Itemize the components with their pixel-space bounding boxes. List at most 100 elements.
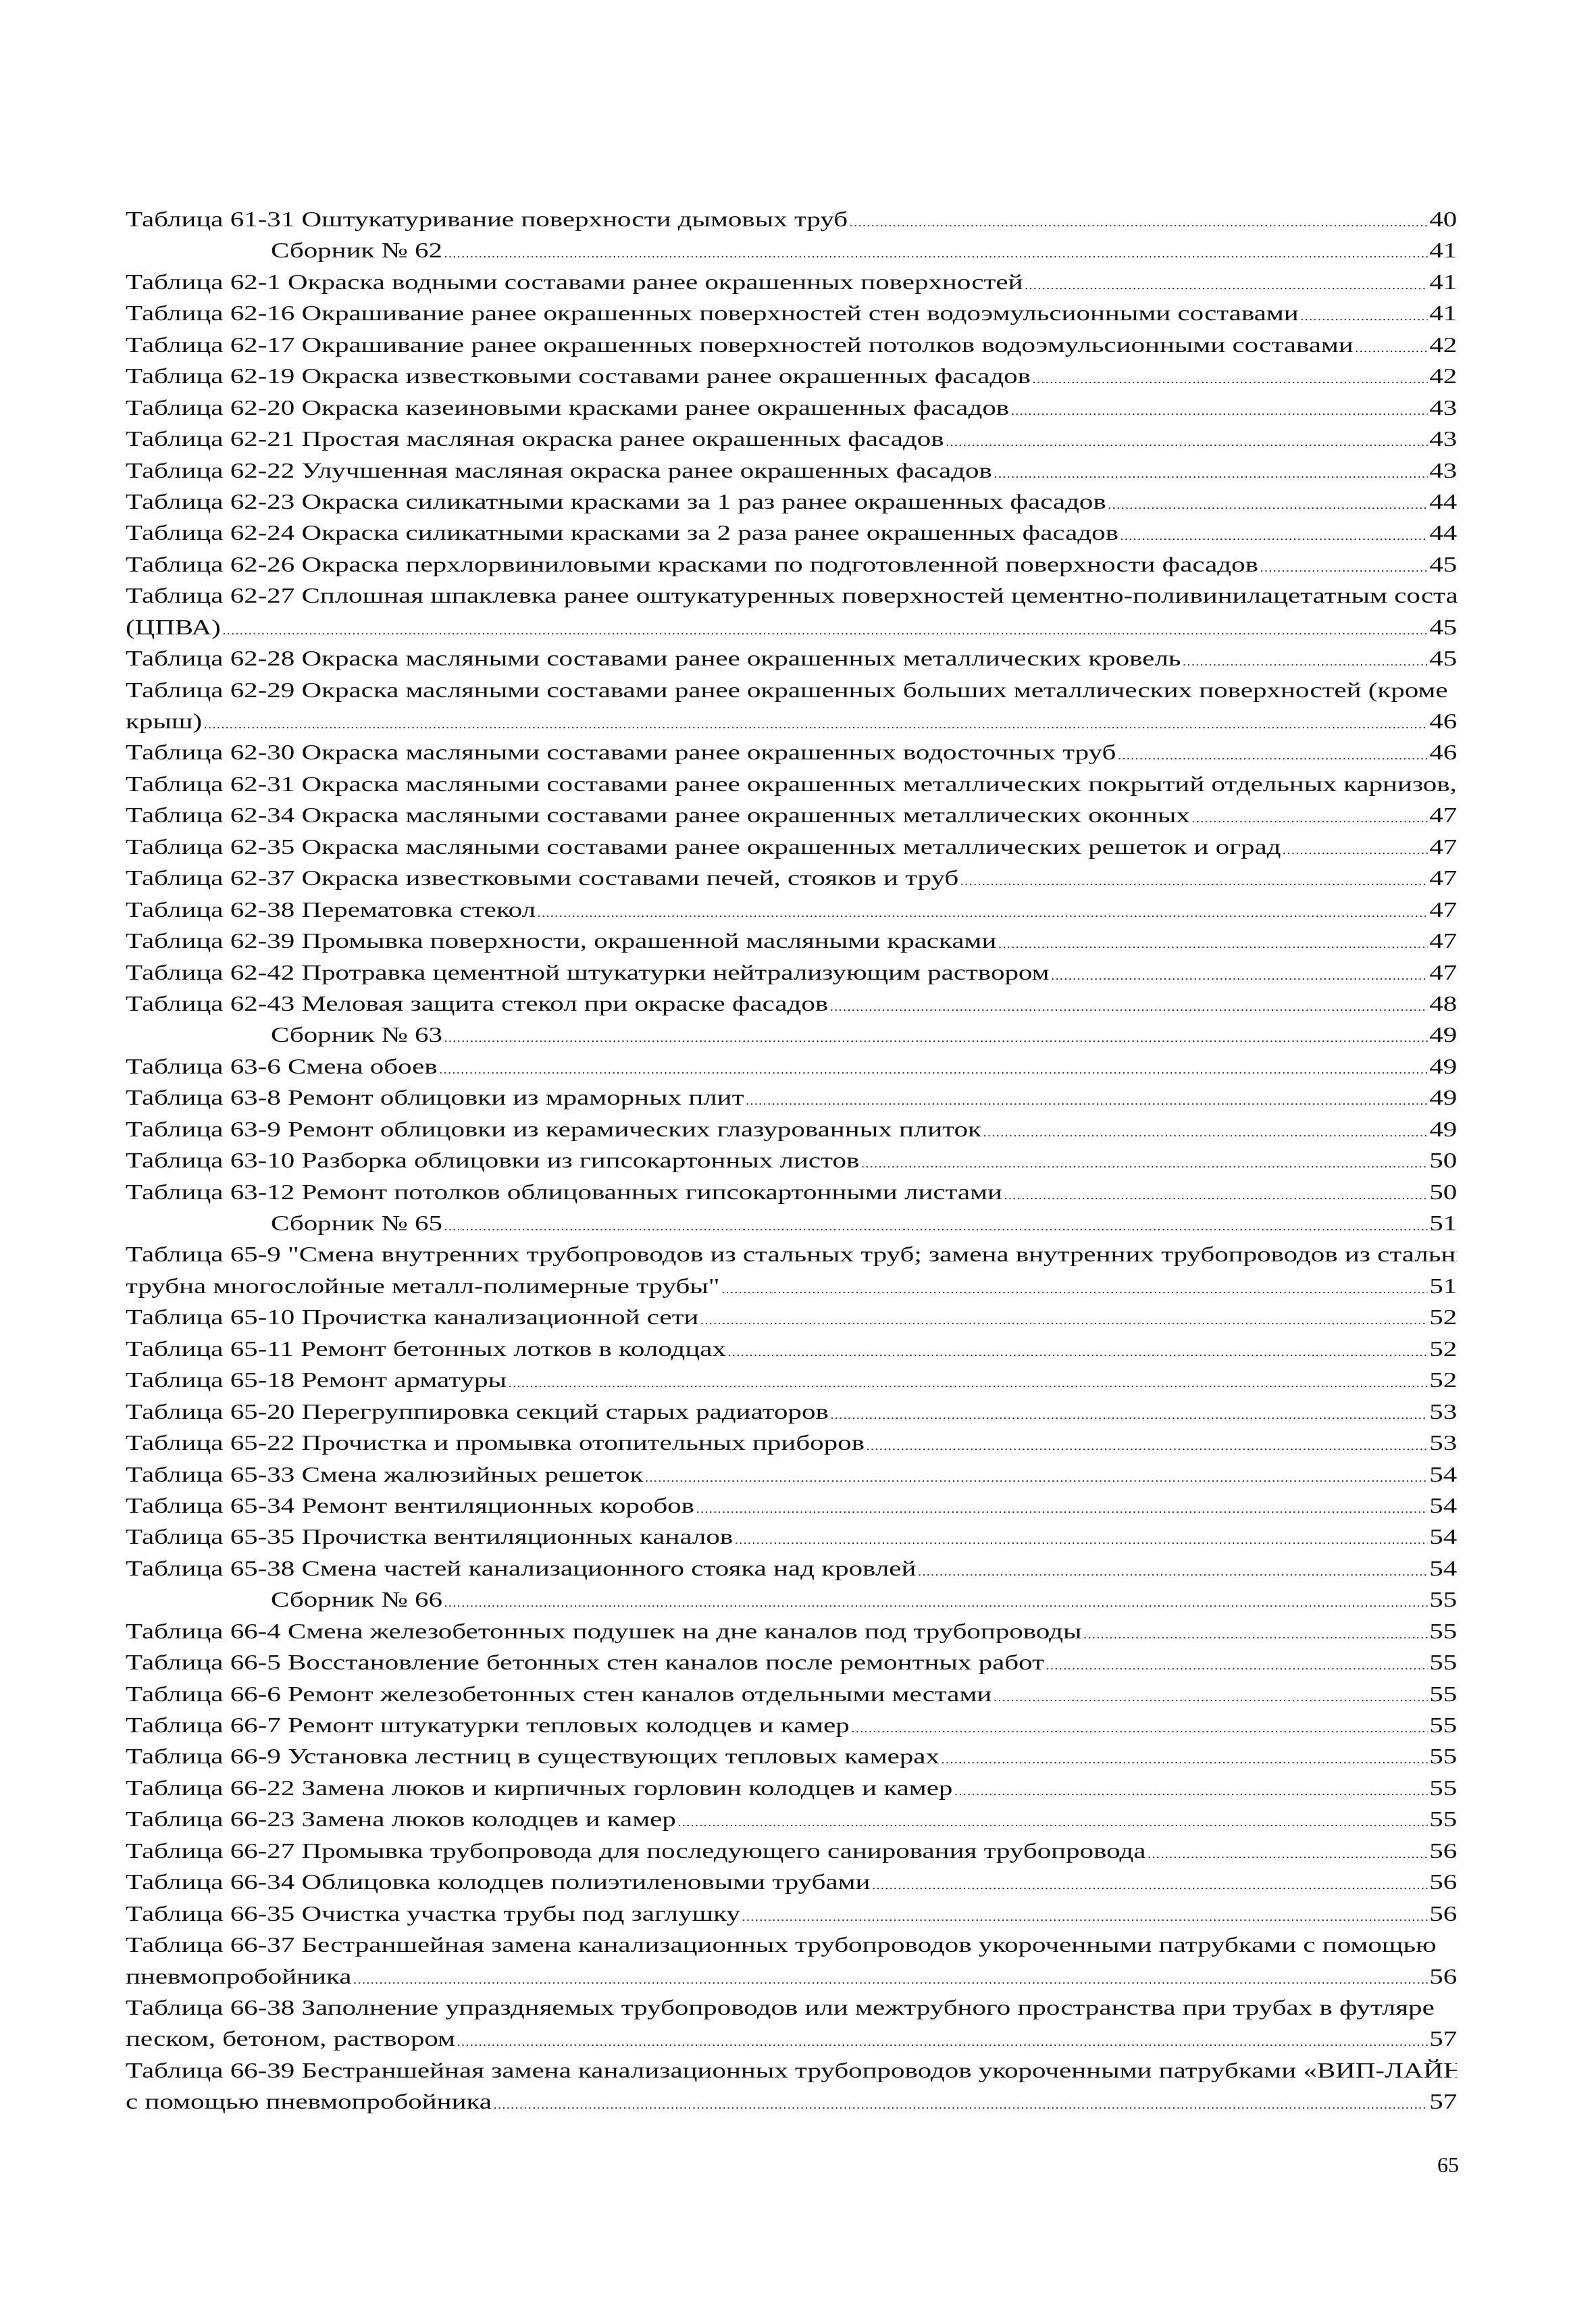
toc-entry-line: Таблица 63-9 Ремонт облицовки из керамич… xyxy=(126,1113,1457,1145)
toc-entry[interactable]: Таблица 62-19 Окраска известковыми соста… xyxy=(126,360,1457,391)
toc-entry-page: 48 xyxy=(1429,990,1458,1015)
toc-entry[interactable]: Таблица 62-22 Улучшенная масляная окраск… xyxy=(126,455,1457,486)
toc-entry[interactable]: Таблица 62-31 Окраска масляными составам… xyxy=(126,768,1457,799)
toc-entry-title: Таблица 62-43 Меловая защита стекол при … xyxy=(126,990,829,1015)
toc-entry[interactable]: Таблица 62-38 Перематовка стекол........… xyxy=(126,894,1457,925)
toc-entry[interactable]: Таблица 65-18 Ремонт арматуры...........… xyxy=(126,1364,1457,1395)
dot-leader: ........................................… xyxy=(998,939,1428,951)
toc-section-heading[interactable]: Сборник № 66............................… xyxy=(126,1584,1457,1615)
toc-entry-line: Таблица 66-39 Бестраншейная замена канал… xyxy=(126,2055,1457,2086)
toc-section-heading[interactable]: Сборник № 62............................… xyxy=(126,234,1457,266)
dot-leader: ........................................… xyxy=(1083,1629,1428,1641)
dot-leader: ........................................… xyxy=(1191,813,1428,826)
toc-entry[interactable]: Таблица 65-11 Ремонт бетонных лотков в к… xyxy=(126,1333,1457,1364)
toc-entry-page: 43 xyxy=(1429,395,1458,420)
toc-entry-page: 41 xyxy=(1429,301,1458,326)
toc-entry[interactable]: Таблица 62-28 Окраска масляными составам… xyxy=(126,643,1457,674)
toc-entry[interactable]: Таблица 62-21 Простая масляная окраска р… xyxy=(126,423,1457,454)
toc-entry[interactable]: Таблица 62-1 Окраска водными составами р… xyxy=(126,266,1457,297)
toc-entry[interactable]: Таблица 66-9 Установка лестниц в существ… xyxy=(126,1740,1457,1771)
toc-entry[interactable]: Таблица 62-42 Протравка цементной штукат… xyxy=(126,957,1457,988)
toc-entry[interactable]: Таблица 62-23 Окраска силикатными краска… xyxy=(126,486,1457,517)
toc-entry-line: Таблица 62-37 Окраска известковыми соста… xyxy=(126,862,1457,893)
toc-entry[interactable]: Таблица 62-35 Окраска масляными составам… xyxy=(126,831,1457,862)
toc-entry[interactable]: Таблица 62-30 Окраска масляными составам… xyxy=(126,736,1457,768)
toc-entry[interactable]: Таблица 66-5 Восстановление бетонных сте… xyxy=(126,1646,1457,1678)
toc-entry[interactable]: Таблица 62-17 Окрашивание ранее окрашенн… xyxy=(126,329,1457,360)
toc-entry[interactable]: Таблица 66-34 Облицовка колодцев полиэти… xyxy=(126,1866,1457,1897)
toc-entry-page: 55 xyxy=(1429,1618,1458,1643)
toc-entry-title: Таблица 62-17 Окрашивание ранее окрашенн… xyxy=(126,332,1354,357)
toc-entry[interactable]: Таблица 65-35 Прочистка вентиляционных к… xyxy=(126,1521,1457,1552)
toc-entry[interactable]: Таблица 63-10 Разборка облицовки из гипс… xyxy=(126,1145,1457,1176)
toc-entry[interactable]: Таблица 61-31 Оштукатуривание поверхност… xyxy=(126,203,1457,234)
toc-entry-line: Таблица 66-6 Ремонт железобетонных стен … xyxy=(126,1678,1457,1709)
toc-entry[interactable]: Таблица 66-7 Ремонт штукатурки тепловых … xyxy=(126,1709,1457,1740)
toc-entry-page: 43 xyxy=(1429,426,1458,451)
toc-entry[interactable]: Таблица 66-22 Замена люков и кирпичных г… xyxy=(126,1772,1457,1803)
toc-entry-page: 52 xyxy=(1429,1336,1458,1361)
toc-entry[interactable]: Таблица 62-20 Окраска казеиновыми краска… xyxy=(126,392,1457,423)
toc-entry[interactable]: Таблица 62-29 Окраска масляными составам… xyxy=(126,674,1457,737)
toc-entry[interactable]: Таблица 62-24 Окраска силикатными краска… xyxy=(126,517,1457,548)
toc-entry-line: крыш)...................................… xyxy=(126,705,1457,736)
toc-entry[interactable]: Таблица 65-22 Прочистка и промывка отопи… xyxy=(126,1427,1457,1458)
toc-entry[interactable]: Таблица 66-38 Заполнение упраздняемых тр… xyxy=(126,1992,1457,2055)
toc-entry-title: с помощью пневмопробойника xyxy=(126,2089,492,2114)
toc-entry[interactable]: Таблица 65-33 Смена жалюзийных решеток..… xyxy=(126,1459,1457,1490)
toc-entry[interactable]: Таблица 63-9 Ремонт облицовки из керамич… xyxy=(126,1113,1457,1145)
toc-entry-page: 54 xyxy=(1429,1524,1458,1549)
dot-leader: ........................................… xyxy=(1183,657,1428,669)
toc-entry-page: 55 xyxy=(1429,1775,1458,1800)
dot-leader: ........................................… xyxy=(1355,343,1428,355)
toc-entry[interactable]: Таблица 65-20 Перегруппировка секций ста… xyxy=(126,1396,1457,1427)
toc-entry[interactable]: Таблица 66-35 Очистка участка трубы под … xyxy=(126,1898,1457,1929)
toc-entry-page: 50 xyxy=(1429,1148,1458,1173)
toc-entry[interactable]: Таблица 66-6 Ремонт железобетонных стен … xyxy=(126,1678,1457,1709)
toc-entry-page: 55 xyxy=(1429,1681,1458,1706)
toc-entry[interactable]: Таблица 66-37 Бестраншейная замена канал… xyxy=(126,1929,1457,1992)
toc-entry-line: Таблица 62-26 Окраска перхлорвиниловыми … xyxy=(126,549,1457,580)
toc-entry[interactable]: Таблица 62-43 Меловая защита стекол при … xyxy=(126,988,1457,1019)
toc-entry[interactable]: Таблица 65-34 Ремонт вентиляционных коро… xyxy=(126,1490,1457,1521)
toc-entry[interactable]: Таблица 66-27 Промывка трубопровода для … xyxy=(126,1835,1457,1866)
toc-entry[interactable]: Таблица 66-23 Замена люков колодцев и ка… xyxy=(126,1803,1457,1834)
toc-entry[interactable]: Таблица 62-34 Окраска масляными составам… xyxy=(126,799,1457,830)
toc-entry[interactable]: Таблица 63-6 Смена обоев................… xyxy=(126,1051,1457,1082)
toc-entry-title: Сборник № 65 xyxy=(271,1211,442,1235)
toc-section-heading[interactable]: Сборник № 63............................… xyxy=(126,1019,1457,1050)
toc-entry-title: Таблица 65-33 Смена жалюзийных решеток xyxy=(126,1461,644,1486)
toc-entry-line: Таблица 62-43 Меловая защита стекол при … xyxy=(126,988,1457,1019)
toc-entry-title: Таблица 62-27 Сплошная шпаклевка ранее о… xyxy=(126,583,1458,608)
toc-entry[interactable]: Таблица 62-39 Промывка поверхности, окра… xyxy=(126,925,1457,956)
toc-section-heading[interactable]: Сборник № 65............................… xyxy=(126,1207,1457,1238)
toc-entry[interactable]: Таблица 62-16 Окрашивание ранее окрашенн… xyxy=(126,297,1457,328)
dot-leader: ........................................… xyxy=(851,1724,1427,1735)
toc-entry-line: Таблица 62-19 Окраска известковыми соста… xyxy=(126,360,1457,391)
toc-entry[interactable]: Таблица 63-12 Ремонт потолков облицованн… xyxy=(126,1176,1457,1207)
dot-leader: ........................................… xyxy=(493,2100,1428,2112)
toc-entry[interactable]: Таблица 66-4 Смена железобетонных подуше… xyxy=(126,1615,1457,1646)
toc-entry[interactable]: Таблица 63-8 Ремонт облицовки из мраморн… xyxy=(126,1082,1457,1113)
toc-entry-page: 51 xyxy=(1429,1211,1458,1235)
toc-entry-line: Таблица 65-34 Ремонт вентиляционных коро… xyxy=(126,1490,1457,1521)
toc-entry-page: 56 xyxy=(1429,1901,1458,1926)
toc-entry-page: 42 xyxy=(1429,363,1458,388)
toc-entry[interactable]: Таблица 65-9 "Смена внутренних трубопров… xyxy=(126,1238,1457,1301)
toc-entry-title: Сборник № 63 xyxy=(271,1022,442,1047)
toc-entry[interactable]: Таблица 62-27 Сплошная шпаклевка ранее о… xyxy=(126,580,1457,643)
toc-entry-page: 55 xyxy=(1429,1744,1458,1769)
toc-entry[interactable]: Таблица 65-10 Прочистка канализационной … xyxy=(126,1301,1457,1332)
dot-leader: ........................................… xyxy=(1300,311,1427,324)
toc-entry-title: Таблица 62-24 Окраска силикатными краска… xyxy=(126,520,1118,545)
toc-entry[interactable]: Таблица 66-39 Бестраншейная замена канал… xyxy=(126,2055,1457,2117)
toc-entry-line: Таблица 62-29 Окраска масляными составам… xyxy=(126,674,1457,705)
toc-entry-line: Таблица 62-35 Окраска масляными составам… xyxy=(126,831,1457,862)
toc-entry-title: Таблица 66-39 Бестраншейная замена канал… xyxy=(126,2057,1458,2082)
dot-leader: ........................................… xyxy=(727,1347,1428,1359)
toc-entry-line: (ЦПВА)..................................… xyxy=(126,611,1457,643)
toc-entry[interactable]: Таблица 62-26 Окраска перхлорвиниловыми … xyxy=(126,549,1457,580)
toc-entry[interactable]: Таблица 65-38 Смена частей канализационн… xyxy=(126,1553,1457,1584)
toc-entry[interactable]: Таблица 62-37 Окраска известковыми соста… xyxy=(126,862,1457,893)
toc-entry-title: Таблица 62-26 Окраска перхлорвиниловыми … xyxy=(126,551,1258,576)
